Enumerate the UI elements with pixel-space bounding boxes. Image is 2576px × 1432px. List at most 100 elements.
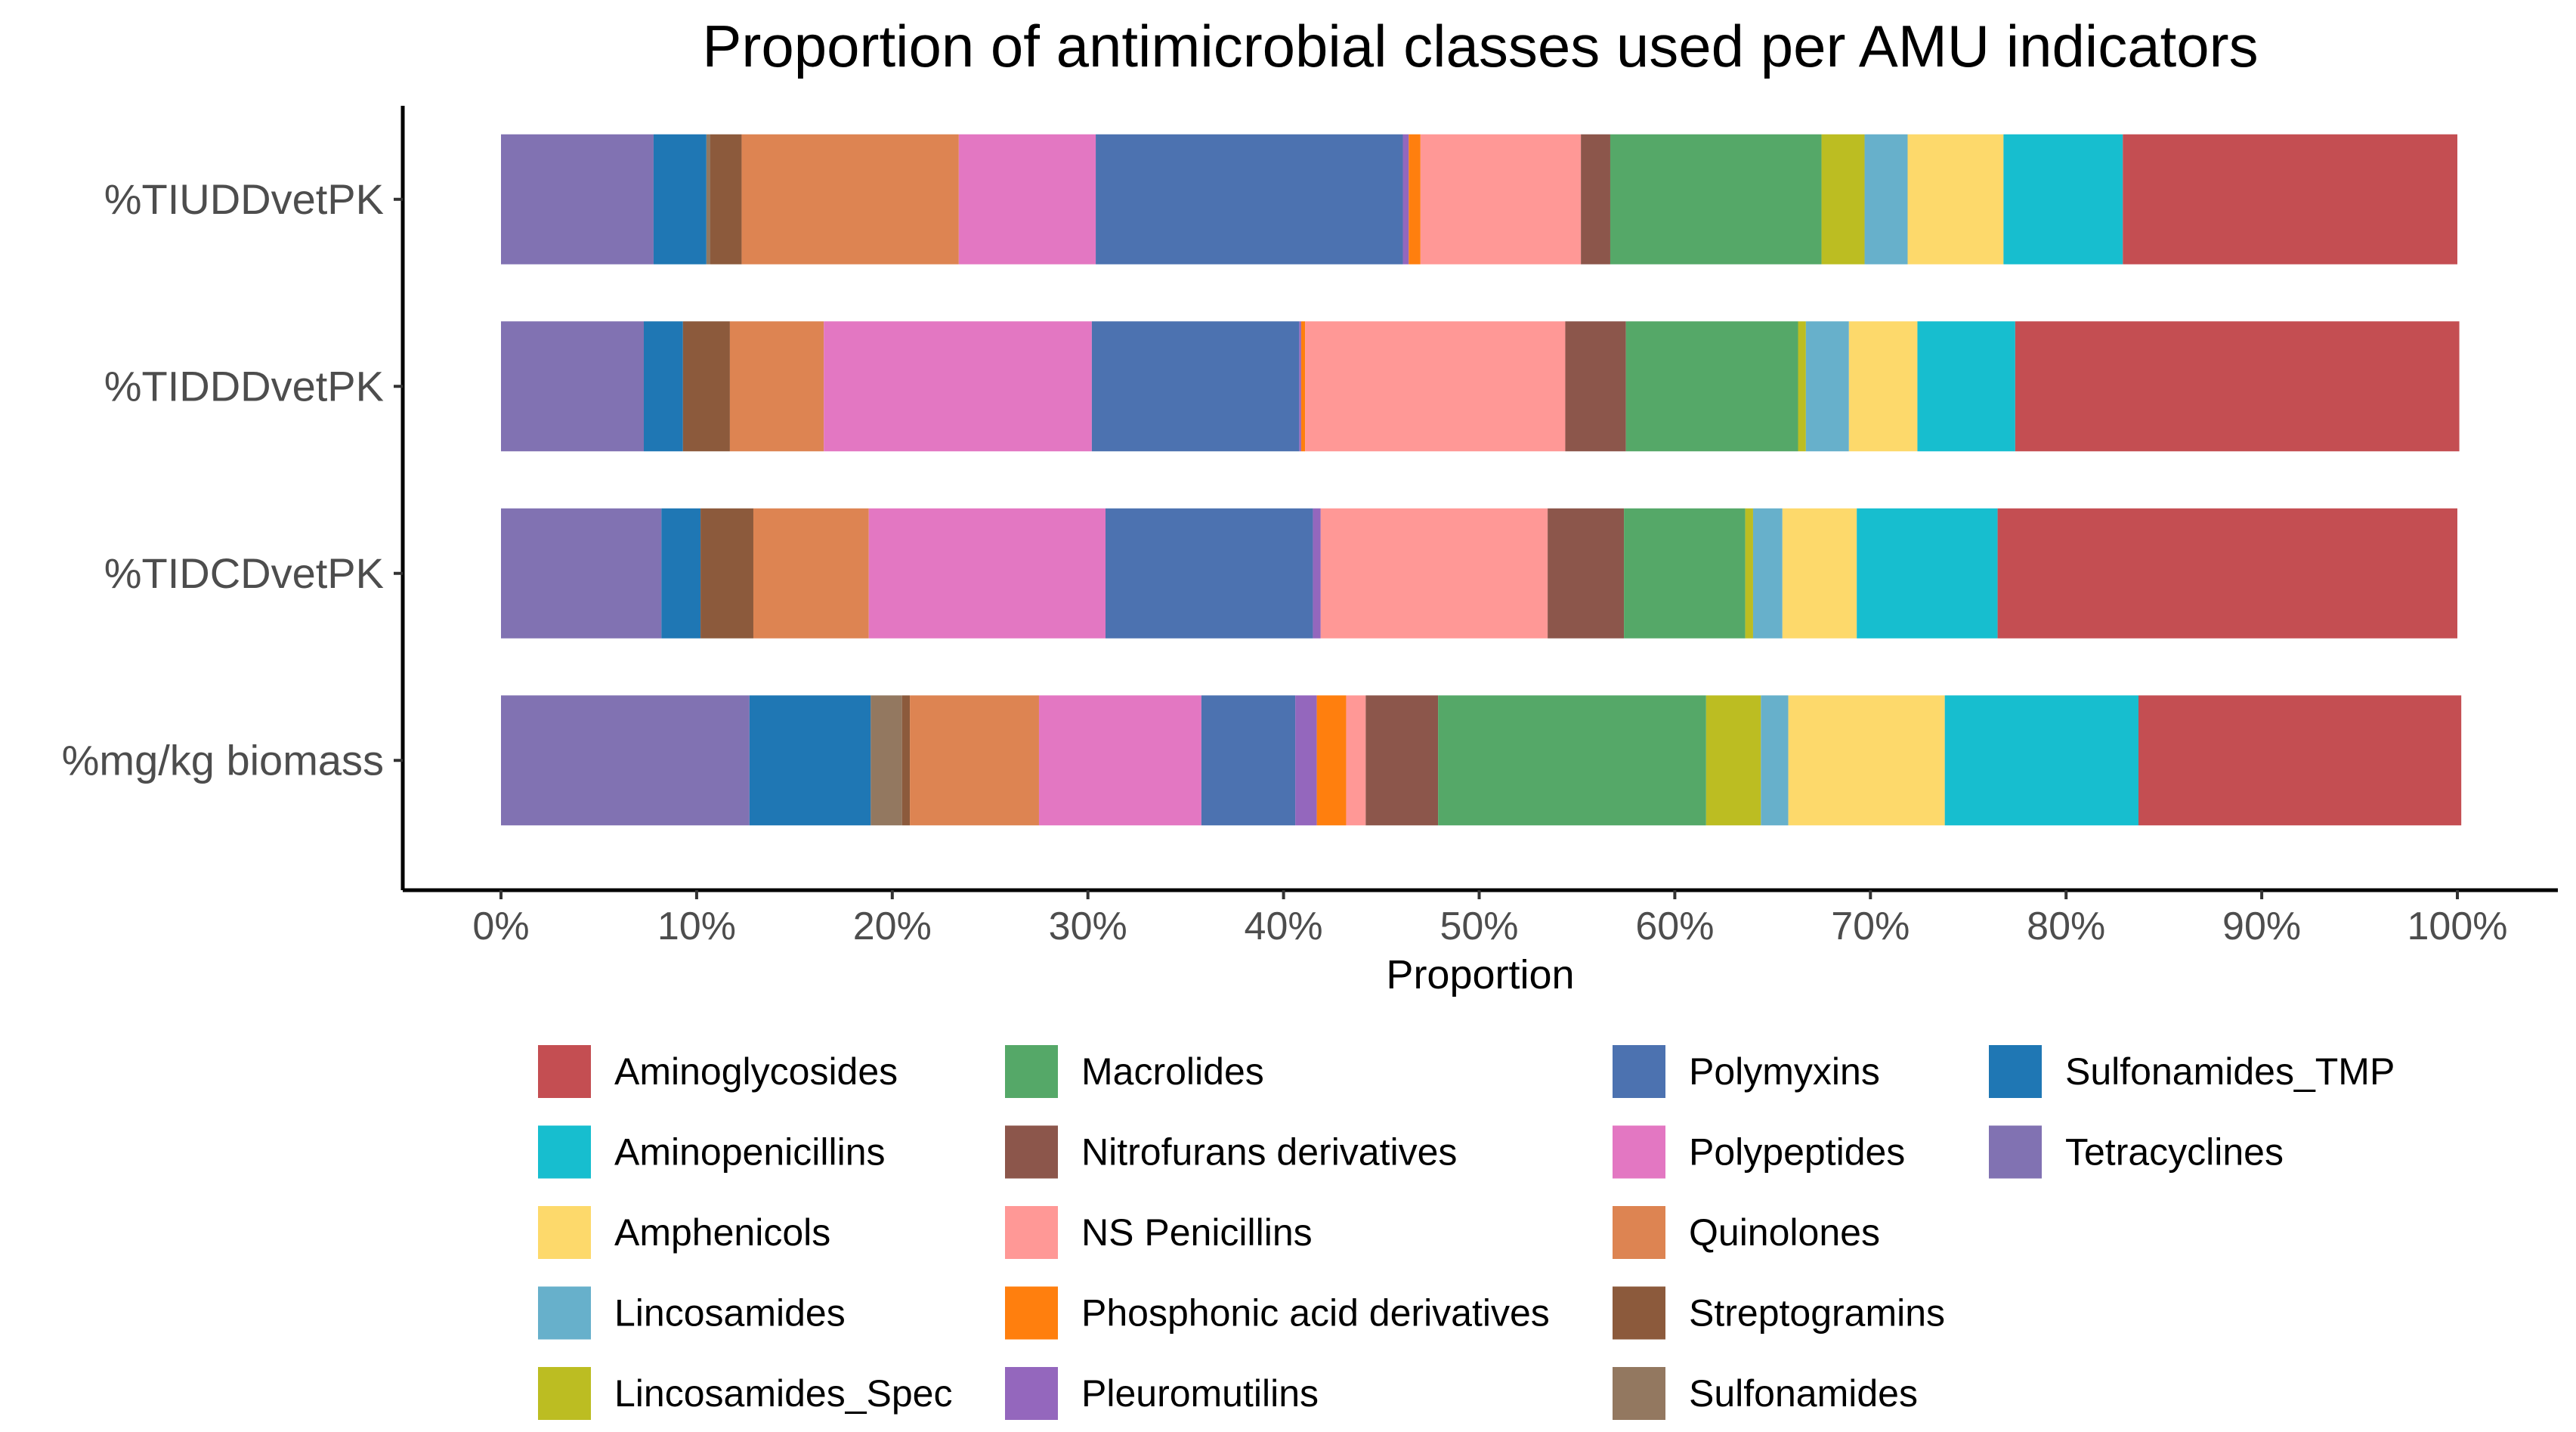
x-tick-label: 70% <box>1831 905 1910 948</box>
legend-label-nitrofurans-derivatives: Nitrofurans derivatives <box>1081 1131 1457 1174</box>
bar-segment-tidcdvetpk-quinolones <box>753 508 869 639</box>
bar-segment-tiuddvetpk-tetracyclines <box>501 134 654 264</box>
x-tick-label: 100% <box>2407 905 2508 948</box>
y-tick-label-tiuddvetpk: %TIUDDvetPK <box>104 175 384 223</box>
bar-segment-mg-kg-biomass-nitrofurans-derivatives <box>1365 695 1439 826</box>
x-tick-label: 80% <box>2027 905 2105 948</box>
bar-segment-mg-kg-biomass-phosphonic-acid-derivatives <box>1316 695 1347 826</box>
chart-title: Proportion of antimicrobial classes used… <box>702 13 2258 79</box>
bar-segment-tiuddvetpk-phosphonic-acid-derivatives <box>1409 134 1421 264</box>
bar-segment-tiuddvetpk-ns-penicillins <box>1420 134 1582 264</box>
y-axis: %TIUDDvetPK %TIDDDvetPK %TIDCDvetPK %mg/kg … <box>62 175 403 784</box>
bar-segment-tidddvetpk-aminoglycosides <box>2015 321 2460 452</box>
bar-segment-mg-kg-biomass-tetracyclines <box>501 695 750 826</box>
legend-swatch-pleuromutilins <box>1005 1367 1058 1420</box>
bar-segment-tiuddvetpk-lincosamides <box>1864 134 1908 264</box>
legend-swatch-macrolides <box>1005 1045 1058 1098</box>
legend-label-sulfonamides: Sulfonamides <box>1689 1372 1918 1415</box>
legend-swatch-polypeptides <box>1613 1125 1665 1179</box>
bar-segment-tidddvetpk-amphenicols <box>1848 321 1918 452</box>
bar-segment-tidcdvetpk-aminoglycosides <box>1997 508 2457 639</box>
legend-swatch-quinolones <box>1613 1206 1665 1259</box>
bar-segment-mg-kg-biomass-ns-penicillins <box>1346 695 1366 826</box>
bar-segment-tidddvetpk-macrolides <box>1625 321 1798 452</box>
bar-segment-tidcdvetpk-lincosamides-spec <box>1745 508 1753 639</box>
bar-segment-tiuddvetpk-aminopenicillins <box>2003 134 2123 264</box>
legend-swatch-tetracyclines <box>1989 1125 2042 1179</box>
legend-label-quinolones: Quinolones <box>1689 1211 1880 1254</box>
bar-segment-tidddvetpk-lincosamides-spec <box>1798 321 1806 452</box>
bar-segment-tiuddvetpk-aminoglycosides <box>2123 134 2457 264</box>
legend-swatch-ns-penicillins <box>1005 1206 1058 1259</box>
bar-segment-tidcdvetpk-ns-penicillins <box>1320 508 1548 639</box>
bar-segment-tidddvetpk-quinolones <box>729 321 824 452</box>
bar-segment-tidddvetpk-polypeptides <box>824 321 1092 452</box>
bar-segment-tiuddvetpk-sulfonamides-tmp <box>653 134 707 264</box>
bar-segment-tidddvetpk-nitrofurans-derivatives <box>1565 321 1626 452</box>
bar-segment-mg-kg-biomass-polypeptides <box>1038 695 1201 826</box>
y-tick-label-tidcdvetpk: %TIDCDvetPK <box>104 549 384 597</box>
legend-swatch-lincosamides-spec <box>538 1367 591 1420</box>
bar-segment-tiuddvetpk-pleuromutilins <box>1402 134 1409 264</box>
bar-segment-tiuddvetpk-streptogramins <box>710 134 742 264</box>
bar-segment-tidcdvetpk-nitrofurans-derivatives <box>1548 508 1625 639</box>
legend-label-aminopenicillins: Aminopenicillins <box>614 1131 886 1174</box>
bar-segment-tiuddvetpk-lincosamides-spec <box>1821 134 1865 264</box>
bar-segment-tiuddvetpk-nitrofurans-derivatives <box>1581 134 1610 264</box>
bar-segment-tiuddvetpk-polypeptides <box>958 134 1096 264</box>
x-axis-label: Proportion <box>1386 952 1574 997</box>
bar-segment-tiuddvetpk-macrolides <box>1610 134 1822 264</box>
bar-segment-tiuddvetpk-sulfonamides <box>706 134 711 264</box>
bar-segment-mg-kg-biomass-streptogramins <box>901 695 911 826</box>
bar-segment-tidcdvetpk-pleuromutilins <box>1313 508 1321 639</box>
bar-segment-tidcdvetpk-macrolides <box>1624 508 1746 639</box>
legend-label-polypeptides: Polypeptides <box>1689 1131 1905 1174</box>
legend-swatch-lincosamides <box>538 1286 591 1340</box>
legend-swatch-nitrofurans-derivatives <box>1005 1125 1058 1179</box>
legend-label-macrolides: Macrolides <box>1081 1050 1264 1093</box>
y-tick-label-mg-kg-biomass: %mg/kg biomass <box>62 736 384 784</box>
legend-swatch-polymyxins <box>1613 1045 1665 1098</box>
x-tick-label: 20% <box>853 905 932 948</box>
x-tick-label: 30% <box>1049 905 1127 948</box>
legend-swatch-aminopenicillins <box>538 1125 591 1179</box>
bar-segment-tidddvetpk-sulfonamides-tmp <box>644 321 683 452</box>
bar-segment-tidcdvetpk-tetracyclines <box>501 508 662 639</box>
x-tick-label: 50% <box>1440 905 1518 948</box>
legend-label-phosphonic-acid-derivatives: Phosphonic acid derivatives <box>1081 1292 1550 1335</box>
legend-label-polymyxins: Polymyxins <box>1689 1050 1880 1093</box>
legend-swatch-streptogramins <box>1613 1286 1665 1340</box>
bars-layer <box>501 134 2462 826</box>
bar-segment-tidddvetpk-phosphonic-acid-derivatives <box>1300 321 1306 452</box>
legend-label-lincosamides-spec: Lincosamides_Spec <box>614 1372 953 1415</box>
legend-label-aminoglycosides: Aminoglycosides <box>614 1050 898 1093</box>
legend-swatch-sulfonamides <box>1613 1367 1665 1420</box>
legend-label-tetracyclines: Tetracyclines <box>2065 1131 2284 1174</box>
bar-segment-tidcdvetpk-sulfonamides-tmp <box>661 508 701 639</box>
bar-segment-tidddvetpk-aminopenicillins <box>1917 321 2015 452</box>
y-tick-label-tidddvetpk: %TIDDDvetPK <box>104 362 384 410</box>
bar-segment-tidcdvetpk-polypeptides <box>868 508 1106 639</box>
x-axis: 0% 10% 20% 30% 40% 50% 60% 70% 80% 90% 100% <box>472 890 2508 948</box>
bar-segment-mg-kg-biomass-sulfonamides <box>871 695 902 826</box>
bar-segment-tiuddvetpk-quinolones <box>741 134 959 264</box>
x-tick-label: 90% <box>2222 905 2301 948</box>
legend-label-lincosamides: Lincosamides <box>614 1292 846 1335</box>
legend-label-ns-penicillins: NS Penicillins <box>1081 1211 1313 1254</box>
x-tick-label: 10% <box>657 905 736 948</box>
legend-label-pleuromutilins: Pleuromutilins <box>1081 1372 1319 1415</box>
legend-swatch-aminoglycosides <box>538 1045 591 1098</box>
bar-segment-mg-kg-biomass-macrolides <box>1438 695 1706 826</box>
bar-segment-tidddvetpk-ns-penicillins <box>1305 321 1566 452</box>
bar-segment-mg-kg-biomass-aminoglycosides <box>2138 695 2462 826</box>
legend-swatch-phosphonic-acid-derivatives <box>1005 1286 1058 1340</box>
bar-segment-tidcdvetpk-aminopenicillins <box>1857 508 1998 639</box>
bar-segment-tidcdvetpk-polymyxins <box>1106 508 1313 639</box>
bar-segment-mg-kg-biomass-polymyxins <box>1201 695 1296 826</box>
legend-swatch-amphenicols <box>538 1206 591 1259</box>
bar-segment-mg-kg-biomass-aminopenicillins <box>1944 695 2138 826</box>
bar-segment-tiuddvetpk-amphenicols <box>1907 134 2004 264</box>
x-tick-label: 0% <box>472 905 529 948</box>
bar-segment-mg-kg-biomass-amphenicols <box>1788 695 1945 826</box>
